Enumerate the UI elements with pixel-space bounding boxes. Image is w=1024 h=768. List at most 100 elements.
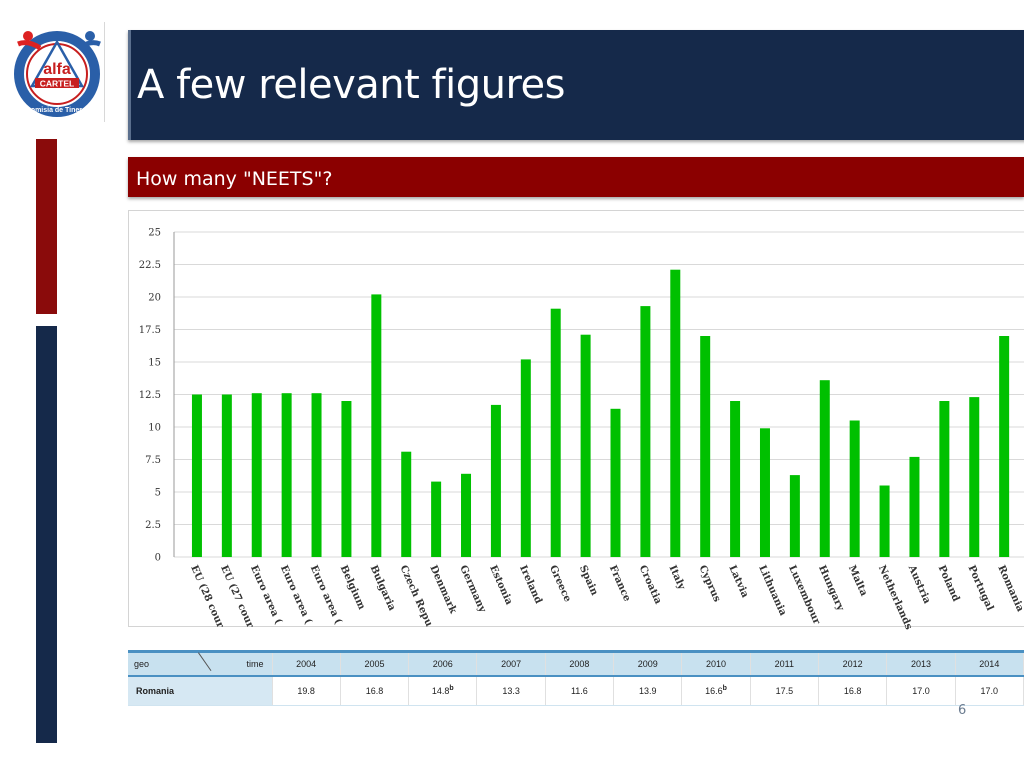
y-tick-label: 20	[148, 293, 161, 304]
romania-data-table: geo time 2004 2005 2006 2007 2008 2009 2…	[128, 650, 1024, 706]
table-header-row: geo time 2004 2005 2006 2007 2008 2009 2…	[128, 650, 1024, 677]
neet-chart-panel: 0 2.5 5 7.5 10 12.5 15 17.5 20 22.5 25 EU (28 cour E…	[128, 210, 1024, 632]
table-cell: 16.8	[340, 675, 410, 706]
year-header: 2006	[408, 650, 478, 677]
bar	[849, 420, 860, 557]
bar	[610, 408, 621, 557]
x-tick-label: Poland	[936, 564, 962, 604]
bar	[580, 334, 591, 557]
y-tick-label: 17.5	[139, 325, 161, 336]
geo-time-header: geo time	[128, 650, 273, 677]
x-tick-label: Euro area (	[278, 564, 314, 626]
year-header: 2013	[886, 650, 956, 677]
table-cell: 16.8	[818, 675, 888, 706]
page-number: 6	[958, 703, 967, 718]
bar	[819, 380, 830, 557]
x-tick-label: Portugal	[966, 564, 996, 613]
x-tick-label: Euro area (	[248, 564, 284, 626]
x-tick-label: Malta	[846, 564, 869, 599]
x-tick-label: Estonia	[487, 564, 514, 607]
y-tick-label: 5	[155, 488, 161, 499]
break-flag: b	[722, 685, 727, 693]
bar	[759, 428, 770, 557]
y-tick-label: 0	[155, 553, 161, 564]
y-tick-label: 22.5	[139, 260, 161, 271]
time-label: time	[246, 659, 264, 669]
bar	[401, 451, 412, 557]
y-tick-label: 10	[148, 423, 161, 434]
bar	[909, 456, 920, 557]
x-tick-label: Romania	[995, 564, 1024, 614]
logo: alfa CARTEL Comisia de Tineret	[10, 22, 105, 122]
table-row: Romania 19.8 16.8 14.8b 13.3 11.6 13.9 1…	[128, 675, 1024, 706]
x-tick-label: Bulgaria	[368, 564, 398, 613]
year-header: 2008	[545, 650, 615, 677]
year-header: 2005	[340, 650, 410, 677]
bar	[461, 473, 472, 557]
geo-label: geo	[134, 659, 150, 669]
table-cell: 13.9	[613, 675, 683, 706]
logo-brand-text: alfa	[43, 61, 71, 78]
alfa-cartel-logo-icon: alfa CARTEL Comisia de Tineret	[14, 31, 101, 117]
year-header: 2007	[476, 650, 546, 677]
x-tick-label: Cyprus	[696, 564, 722, 604]
x-tick-label: Ireland	[517, 564, 544, 606]
subtitle-bar: How many "NEETS"?	[128, 157, 1024, 197]
bar	[550, 308, 561, 557]
year-header: 2010	[681, 650, 751, 677]
table-cell: 17.0	[886, 675, 956, 706]
bar	[191, 394, 202, 557]
x-tick-label: Latvia	[726, 564, 750, 600]
bar	[251, 393, 262, 557]
table-cell: 19.8	[272, 675, 341, 706]
year-header: 2014	[955, 650, 1024, 677]
neet-bar-chart: 0 2.5 5 7.5 10 12.5 15 17.5 20 22.5 25 EU (28 cour E…	[139, 228, 1024, 632]
table-cell: 11.6	[545, 675, 615, 706]
bar	[939, 401, 950, 557]
bar	[431, 481, 442, 557]
bar	[490, 404, 501, 557]
bar	[969, 397, 980, 557]
x-tick-label: Euro area (	[308, 564, 344, 626]
title-bar: A few relevant figures	[128, 30, 1024, 140]
x-tick-label: Belgium	[338, 564, 367, 612]
bar	[670, 269, 681, 557]
year-header: 2009	[613, 650, 683, 677]
year-header: 2012	[818, 650, 888, 677]
table-cell: 17.0	[955, 675, 1024, 706]
break-flag: b	[449, 685, 454, 693]
x-tick-label: Hungary	[816, 564, 846, 614]
side-accent-navy	[36, 326, 57, 743]
header-divider-slash	[198, 652, 212, 672]
bar	[640, 306, 651, 557]
logo-name-text: CARTEL	[40, 79, 74, 89]
bar	[730, 401, 741, 557]
year-header: 2004	[272, 650, 341, 677]
bar	[221, 394, 232, 557]
bar	[371, 294, 382, 557]
year-header: 2011	[750, 650, 820, 677]
y-tick-label: 7.5	[145, 455, 161, 466]
x-tick-label: EU (28 cour	[188, 564, 226, 631]
y-tick-label: 15	[148, 358, 161, 369]
y-tick-label: 12.5	[139, 390, 161, 401]
slide-subtitle: How many "NEETS"?	[136, 168, 333, 190]
y-tick-label: 2.5	[145, 520, 161, 531]
x-tick-label: France	[607, 564, 633, 604]
x-tick-label: Croatia	[637, 564, 664, 607]
bar	[999, 336, 1010, 557]
table-cell: 14.8b	[408, 675, 478, 706]
table-cell: 13.3	[476, 675, 546, 706]
x-tick-label: Greece	[547, 564, 573, 604]
side-accent-red	[36, 139, 57, 314]
y-tick-label: 25	[148, 228, 161, 239]
table-cell: 16.6b	[681, 675, 751, 706]
bar	[789, 475, 800, 557]
bar	[311, 393, 322, 557]
bar	[879, 485, 890, 557]
row-label-romania: Romania	[128, 675, 273, 706]
x-tick-label: Denmark	[427, 564, 458, 617]
logo-tagline-text: Comisia de Tineret	[26, 107, 89, 114]
x-tick-label: Luxembour	[786, 564, 822, 627]
bar	[520, 359, 531, 557]
